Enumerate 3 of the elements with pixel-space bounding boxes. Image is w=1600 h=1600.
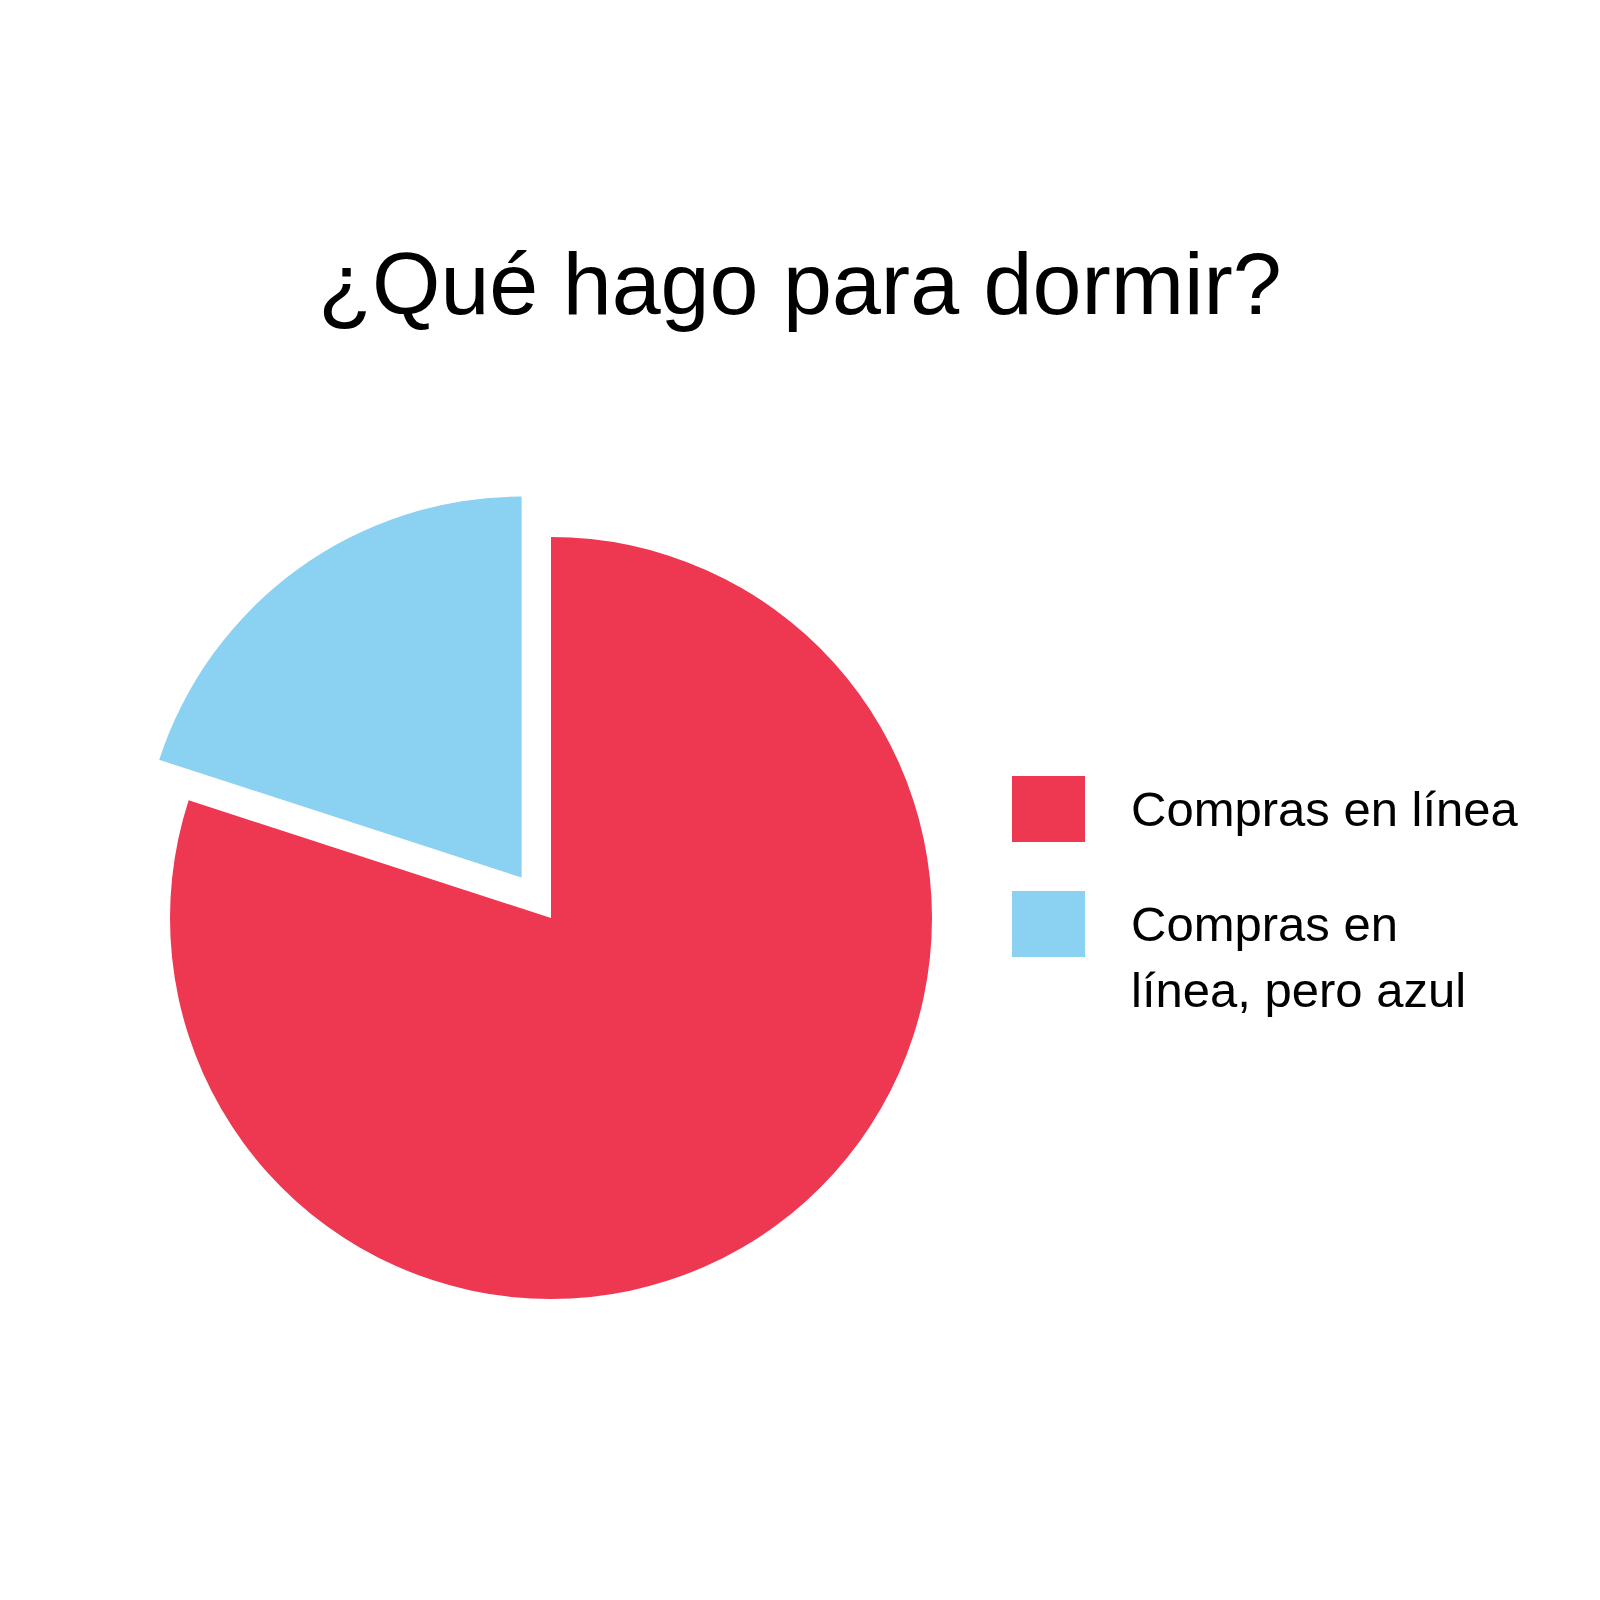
legend-label: Compras en línea xyxy=(1131,781,1519,838)
legend-label: Compras en línea, pero azul xyxy=(1131,896,1468,1019)
chart-title: ¿Qué hago para dormir? xyxy=(318,233,1282,333)
